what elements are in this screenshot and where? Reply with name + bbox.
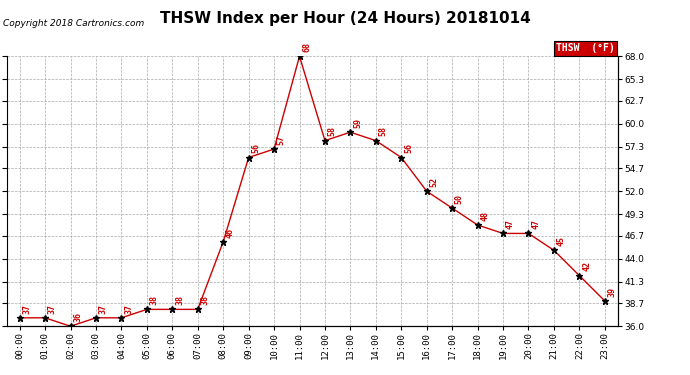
Text: 48: 48 (480, 211, 489, 221)
Text: 58: 58 (328, 126, 337, 136)
Text: Copyright 2018 Cartronics.com: Copyright 2018 Cartronics.com (3, 19, 145, 28)
Text: 47: 47 (506, 219, 515, 229)
Text: 46: 46 (226, 228, 235, 238)
Text: 50: 50 (455, 194, 464, 204)
Text: 39: 39 (608, 287, 617, 297)
Text: 59: 59 (353, 118, 362, 128)
Text: 47: 47 (531, 219, 540, 229)
Text: THSW  (°F): THSW (°F) (556, 44, 615, 54)
Text: 45: 45 (557, 236, 566, 246)
Text: 37: 37 (99, 304, 108, 313)
Text: THSW Index per Hour (24 Hours) 20181014: THSW Index per Hour (24 Hours) 20181014 (159, 11, 531, 26)
Text: 56: 56 (251, 143, 260, 153)
Text: 38: 38 (150, 295, 159, 305)
Text: 58: 58 (379, 126, 388, 136)
Text: 38: 38 (175, 295, 184, 305)
Text: 37: 37 (124, 304, 133, 313)
Text: 37: 37 (48, 304, 57, 313)
Text: 36: 36 (73, 312, 82, 322)
Text: 52: 52 (429, 177, 439, 187)
Text: 38: 38 (201, 295, 210, 305)
Text: 56: 56 (404, 143, 413, 153)
Text: 42: 42 (582, 261, 591, 272)
Text: 37: 37 (22, 304, 32, 313)
Text: 57: 57 (277, 135, 286, 145)
Text: 68: 68 (302, 42, 311, 52)
